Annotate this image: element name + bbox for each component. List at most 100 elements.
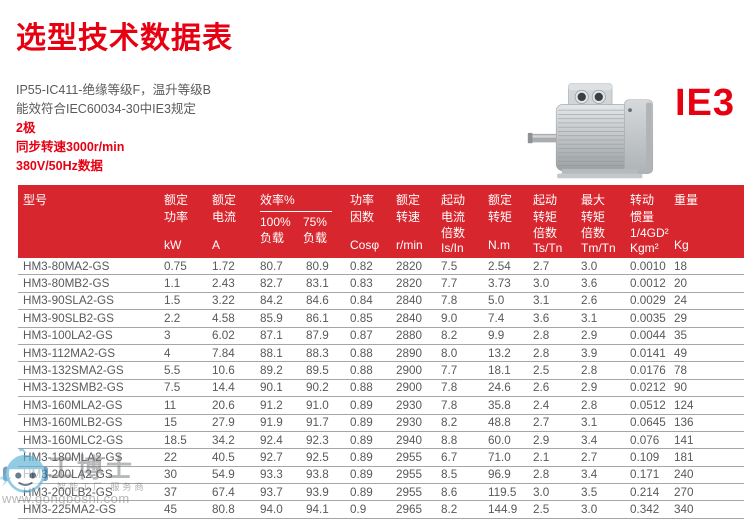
value-cell: 18.5 [164,433,187,447]
value-cell: 0.89 [350,450,373,464]
value-cell: 37 [164,485,178,499]
value-cell: 2940 [396,433,423,447]
header-col: 型号 [23,193,48,207]
value-cell: 78 [674,364,688,378]
value-cell: 6.02 [212,329,235,343]
value-cell: 14.4 [212,381,235,395]
spec-line-protection: IP55-IC411-绝缘等级F，温升等级B [16,83,211,97]
value-cell: 11 [164,398,177,412]
value-cell: 24 [674,294,688,308]
value-cell: 2.43 [212,277,235,291]
value-cell: 82.7 [260,277,283,291]
model-cell: HM3-90SLB2-GS [23,311,114,325]
value-cell: 2840 [396,311,423,325]
table-row: HM3-80MA2-GS 0.75 1.72 80.7 80.9 0.82 2820 7.5 2… [18,258,744,276]
value-cell: 40.5 [212,450,235,464]
value-cell: 2.8 [581,364,598,378]
value-cell: 93.3 [260,468,283,482]
value-cell: 2.2 [164,311,181,325]
model-cell: HM3-80MA2-GS [23,259,110,273]
table-row: HM3-90SLB2-GS 2.2 4.58 85.9 86.1 0.85 2840 9.0 7… [18,310,744,328]
value-cell: 0.214 [630,485,660,499]
value-cell: 141 [674,433,694,447]
value-cell: 0.0044 [630,329,666,343]
model-cell: HM3-200LA2-GS [23,468,113,482]
value-cell: 88.3 [306,346,329,360]
value-cell: 3.0 [533,277,550,291]
value-cell: 96.9 [488,468,511,482]
header-col: 额定 电流 A [212,193,237,252]
value-cell: 3.0 [533,485,550,499]
value-cell: 93.7 [260,485,283,499]
value-cell: 87.9 [306,329,329,343]
value-cell: 3.5 [581,485,598,499]
value-cell: 2890 [396,346,423,360]
value-cell: 8.0 [441,346,458,360]
value-cell: 30 [164,468,178,482]
table-row: HM3-80MB2-GS 1.1 2.43 82.7 83.1 0.83 2820 7.7 3.… [18,275,744,293]
value-cell: 0.0512 [630,398,666,412]
value-cell: 29 [674,311,688,325]
value-cell: 2.6 [581,294,598,308]
value-cell: 80.8 [212,503,235,517]
value-cell: 2900 [396,364,423,378]
value-cell: 48.8 [488,416,511,430]
value-cell: 3.6 [581,277,598,291]
value-cell: 3 [164,329,171,343]
value-cell: 10.6 [212,364,235,378]
value-cell: 94.0 [260,503,283,517]
value-cell: 2955 [396,485,423,499]
value-cell: 2.8 [533,329,550,343]
value-cell: 1.1 [164,277,181,291]
value-cell: 144.9 [488,503,518,517]
value-cell: 0.109 [630,450,660,464]
value-cell: 6.7 [441,450,458,464]
value-cell: 7.5 [164,381,181,395]
model-cell: HM3-160MLC2-GS [23,433,124,447]
value-cell: 0.88 [350,346,373,360]
header-col: 起动 转矩 倍数 Ts/Tn [533,193,563,255]
table-row: HM3-160MLA2-GS 11 20.6 91.2 91.0 0.89 2930 7.8 3… [18,397,744,415]
value-cell: 9.9 [488,329,505,343]
value-cell: 35 [674,329,688,343]
table-row: HM3-200LB2-GS 37 67.4 93.7 93.9 0.89 2955 8.6 11… [18,484,744,502]
value-cell: 22 [164,450,178,464]
value-cell: 4 [164,346,171,360]
model-cell: HM3-180MLA2-GS [23,450,123,464]
value-cell: 2840 [396,294,423,308]
value-cell: 3.1 [581,311,598,325]
value-cell: 0.89 [350,433,373,447]
value-cell: 2880 [396,329,423,343]
value-cell: 0.0012 [630,277,666,291]
value-cell: 0.89 [350,398,373,412]
value-cell: 20 [674,277,688,291]
value-cell: 8.5 [441,468,458,482]
value-cell: 5.5 [164,364,181,378]
value-cell: 13.2 [488,346,511,360]
value-cell: 7.7 [441,277,458,291]
efficiency-class-badge: IE3 [675,82,736,124]
value-cell: 2900 [396,381,423,395]
value-cell: 91.7 [306,416,329,430]
value-cell: 0.75 [164,259,187,273]
table-row: HM3-132SMA2-GS 5.5 10.6 89.2 89.5 0.88 2900 7.7… [18,362,744,380]
value-cell: 8.2 [441,503,458,517]
value-cell: 54.9 [212,468,235,482]
value-cell: 71.0 [488,450,511,464]
value-cell: 0.89 [350,416,373,430]
spec-line-poles: 2极 [16,121,36,135]
value-cell: 7.8 [441,381,458,395]
value-cell: 91.0 [306,398,329,412]
value-cell: 92.3 [306,433,329,447]
table-row: HM3-132SMB2-GS 7.5 14.4 90.1 90.2 0.88 2900 7.8… [18,380,744,398]
value-cell: 0.0141 [630,346,666,360]
value-cell: 88.1 [260,346,283,360]
value-cell: 87.1 [260,329,283,343]
model-cell: HM3-160MLA2-GS [23,398,123,412]
model-cell: HM3-100LA2-GS [23,329,113,343]
value-cell: 45 [164,503,178,517]
value-cell: 2.5 [533,364,550,378]
model-cell: HM3-132SMB2-GS [23,381,124,395]
spec-list: IP55-IC411-绝缘等级F，温升等级B 能效符合IEC60034-30中I… [16,81,211,176]
model-cell: HM3-90SLA2-GS [23,294,114,308]
